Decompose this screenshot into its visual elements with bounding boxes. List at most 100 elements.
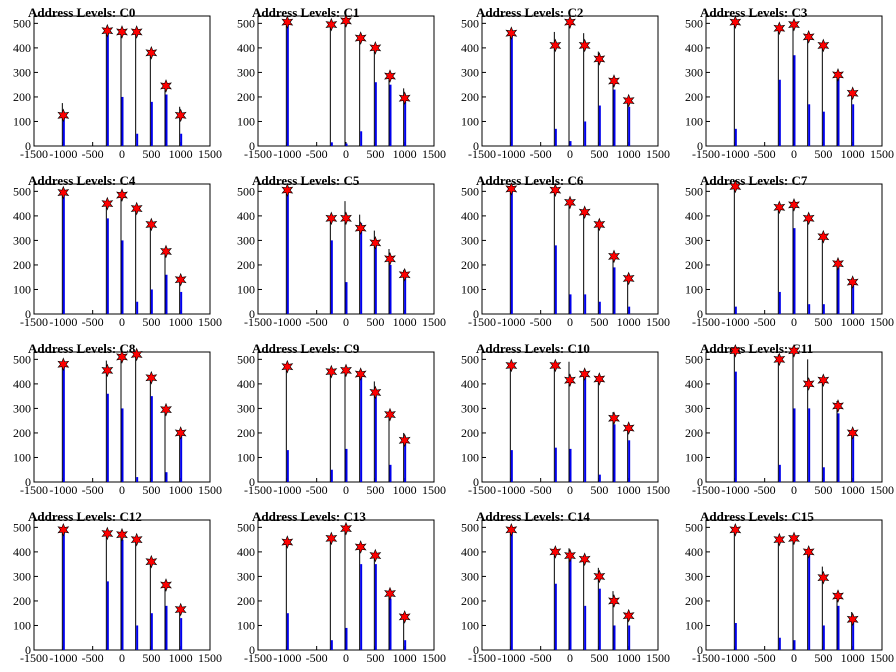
star-marker bbox=[354, 221, 367, 235]
star-marker bbox=[505, 522, 518, 537]
star-marker bbox=[773, 200, 786, 215]
y-tick-label: 200 bbox=[237, 258, 255, 272]
star-marker bbox=[116, 188, 128, 202]
star-marker bbox=[325, 17, 338, 32]
star-marker bbox=[802, 377, 815, 391]
x-tick-label: -1500 bbox=[20, 147, 48, 161]
x-tick-label: 1500 bbox=[870, 147, 894, 161]
y-tick-label: 0 bbox=[25, 307, 31, 321]
x-tick-label: 1500 bbox=[870, 483, 894, 497]
chart-plot: 0 100 200 300 400 500 -1500 -1000 -500 0 500 1000 15… bbox=[461, 182, 670, 329]
x-tick-label: -1500 bbox=[244, 651, 272, 665]
star-marker bbox=[729, 179, 742, 194]
chart-plot: 0 100 200 300 400 500 -1500 -1000 -500 0 500 1000 15… bbox=[237, 183, 446, 329]
y-tick-label: 200 bbox=[237, 426, 255, 440]
star-marker bbox=[398, 433, 411, 448]
star-marker bbox=[832, 399, 844, 413]
star-marker bbox=[549, 545, 562, 559]
y-tick-label: 400 bbox=[13, 545, 31, 559]
x-tick-label: 1500 bbox=[646, 147, 670, 161]
x-tick-label: 0 bbox=[119, 147, 125, 161]
y-tick-label: 200 bbox=[13, 426, 31, 440]
x-tick-label: -1000 bbox=[49, 147, 77, 161]
star-marker bbox=[578, 38, 591, 53]
star-marker bbox=[57, 522, 70, 537]
star-marker bbox=[564, 373, 576, 388]
star-marker bbox=[578, 367, 591, 381]
y-tick-label: 500 bbox=[461, 520, 479, 534]
star-marker bbox=[729, 343, 742, 358]
x-tick-label: -500 bbox=[306, 483, 328, 497]
star-marker bbox=[116, 527, 128, 542]
star-marker bbox=[160, 79, 172, 93]
x-tick-label: 500 bbox=[142, 147, 160, 161]
x-tick-label: 500 bbox=[590, 315, 608, 329]
y-tick-label: 100 bbox=[237, 450, 255, 464]
star-marker bbox=[817, 229, 830, 244]
chart-panel: Address Levels: C1 0 100 200 300 400 500 -1500-… bbox=[224, 0, 448, 168]
x-tick-label: 0 bbox=[343, 483, 349, 497]
y-tick-label: 500 bbox=[13, 520, 31, 534]
star-marker bbox=[340, 211, 352, 226]
x-tick-label: 1500 bbox=[422, 147, 446, 161]
chart-plot: 0 100 200 300 400 500 -1500 -1000 -500 0 500 1000 15… bbox=[461, 15, 670, 161]
y-tick-label: 300 bbox=[13, 401, 31, 415]
x-tick-label: 1500 bbox=[198, 147, 222, 161]
chart-plot: 0 100 200 300 400 500 -1500 -1000 -500 0 500 1000 15… bbox=[237, 14, 446, 161]
x-tick-label: 0 bbox=[119, 315, 125, 329]
x-tick-label: 1500 bbox=[646, 483, 670, 497]
chart-plot: 0 100 200 300 400 500 -1500 -1000 -500 0 500 1000 15… bbox=[685, 15, 894, 161]
x-tick-label: 1500 bbox=[422, 651, 446, 665]
x-tick-label: -500 bbox=[530, 147, 552, 161]
y-tick-label: 0 bbox=[25, 139, 31, 153]
y-tick-label: 500 bbox=[13, 184, 31, 198]
star-marker bbox=[325, 364, 338, 379]
y-tick-label: 300 bbox=[461, 233, 479, 247]
star-marker bbox=[564, 195, 576, 210]
x-tick-label: 1000 bbox=[393, 147, 417, 161]
y-tick-label: 0 bbox=[249, 139, 255, 153]
x-tick-label: -500 bbox=[530, 315, 552, 329]
chart-panel: Address Levels: C13 0 100 200 300 400 500 -1500… bbox=[224, 504, 448, 672]
star-marker bbox=[130, 25, 143, 39]
x-tick-label: 1500 bbox=[646, 651, 670, 665]
star-marker bbox=[281, 359, 294, 374]
star-marker bbox=[593, 52, 606, 66]
y-tick-label: 200 bbox=[461, 594, 479, 608]
y-tick-label: 500 bbox=[685, 520, 703, 534]
x-tick-label: 1000 bbox=[393, 315, 417, 329]
star-marker bbox=[846, 86, 859, 101]
y-tick-label: 100 bbox=[685, 114, 703, 128]
star-marker bbox=[325, 211, 338, 226]
chart-panel: Address Levels: C12 0 100 200 300 400 500 -1500… bbox=[0, 504, 224, 672]
star-marker bbox=[593, 372, 606, 386]
star-marker bbox=[116, 25, 128, 39]
star-marker bbox=[384, 251, 396, 266]
star-marker bbox=[564, 15, 576, 29]
y-tick-label: 300 bbox=[461, 569, 479, 583]
y-tick-label: 200 bbox=[461, 90, 479, 104]
y-tick-label: 200 bbox=[237, 594, 255, 608]
y-tick-label: 200 bbox=[461, 426, 479, 440]
chart-panel: Address Levels: C5 0 100 200 300 400 500 -1500-… bbox=[224, 168, 448, 336]
y-tick-label: 400 bbox=[461, 377, 479, 391]
y-tick-label: 100 bbox=[13, 114, 31, 128]
y-tick-label: 500 bbox=[461, 184, 479, 198]
star-marker bbox=[832, 589, 844, 603]
y-tick-label: 500 bbox=[685, 16, 703, 30]
chart-plot: 0 100 200 300 400 500 -1500 -1000 -500 0 500 1000 15… bbox=[13, 519, 222, 665]
chart-plot: 0 100 200 300 400 500 -1500 -1000 -500 0 500 1000 15… bbox=[237, 519, 446, 665]
x-tick-label: 1500 bbox=[198, 483, 222, 497]
star-marker bbox=[369, 385, 382, 400]
chart-plot: 0 100 200 300 400 500 -1500 -1000 -500 0 500 1000 15… bbox=[685, 179, 894, 329]
x-tick-label: -500 bbox=[306, 651, 328, 665]
x-tick-label: -500 bbox=[306, 147, 328, 161]
x-tick-label: 0 bbox=[567, 651, 573, 665]
x-tick-label: -500 bbox=[754, 315, 776, 329]
star-marker bbox=[354, 367, 367, 381]
x-tick-label: -1000 bbox=[721, 147, 749, 161]
x-tick-label: -1000 bbox=[273, 483, 301, 497]
star-marker bbox=[608, 594, 620, 608]
star-marker bbox=[160, 244, 172, 259]
x-tick-label: 1500 bbox=[422, 483, 446, 497]
